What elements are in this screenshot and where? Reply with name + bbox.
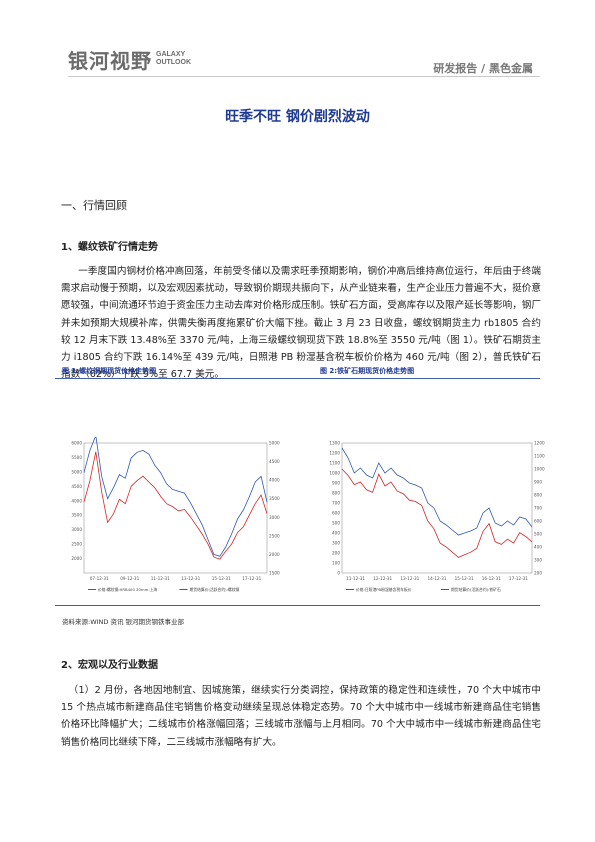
x-tick-label: 16-12-31 [482, 576, 501, 581]
y-right-tick-label: 700 [534, 506, 542, 511]
y-right-tick-label: 400 [534, 545, 542, 550]
y-left-tick-label: 200 [332, 551, 340, 556]
x-tick-label: 14-12-31 [427, 576, 446, 581]
y-left-tick-label: 400 [332, 531, 340, 536]
logo-text-en-1: GALAXY [156, 51, 186, 58]
report-header: 银河视野 GALAXY OUTLOOK 研发报告 / 黑色金属 [0, 0, 595, 90]
y-left-tick-label: 5500 [71, 455, 82, 460]
y-left-tick-label: 2000 [71, 556, 82, 561]
y-left-tick-label: 5000 [71, 469, 82, 474]
x-tick-label: 12-12-31 [373, 576, 392, 581]
y-left-tick-label: 800 [332, 491, 340, 496]
x-tick-label: 11-12-31 [151, 576, 170, 581]
y-left-tick-label: 2500 [71, 542, 82, 547]
series-line-0 [341, 447, 533, 536]
x-tick-label: 09-12-31 [120, 576, 139, 581]
series-line-1 [83, 437, 268, 557]
y-left-tick-label: 6000 [71, 441, 82, 446]
report-title: 旺季不旺 钢价剧烈波动 [225, 109, 370, 125]
header-divider [68, 76, 540, 77]
y-right-tick-label: 200 [534, 571, 542, 576]
y-left-tick-label: 1300 [329, 441, 340, 446]
report-type: 研发报告 / 黑色金属 [433, 62, 533, 75]
x-tick-label: 17-12-31 [509, 576, 528, 581]
legend-label-0: 价格:螺纹钢:HRB400 20mm:上海 [98, 587, 157, 592]
x-tick-label: 13-12-31 [400, 576, 419, 581]
x-tick-label: 11-12-31 [346, 576, 365, 581]
logo-text-cn: 银河视野 [68, 48, 152, 73]
y-right-tick-label: 900 [534, 480, 542, 485]
y-right-tick-label: 2500 [269, 533, 280, 538]
y-left-tick-label: 3500 [71, 513, 82, 518]
y-right-tick-label: 4000 [269, 478, 280, 483]
y-right-tick-label: 5000 [269, 441, 280, 446]
y-right-tick-label: 1100 [534, 454, 545, 459]
y-left-tick-label: 1100 [329, 461, 340, 466]
rebar-chart-svg: 2000 2500 3000 3500 4000 4500 5000 5500 6000 1500… [71, 437, 280, 592]
figure1-caption: 图 1:螺纹钢期现货价格走势图 [62, 367, 157, 375]
section2-paragraph: （1）2 月份，各地因地制宜、因城施策，继续实行分类调控，保持政策的稳定性和连续… [61, 685, 541, 748]
y-right-tick-label: 3500 [269, 496, 280, 501]
series-line-1 [341, 468, 533, 558]
figure-top-rule [55, 378, 540, 379]
y-left-tick-label: 100 [332, 561, 340, 566]
section1-paragraph: 一季度国内钢材价格冲高回落，年前受冬储以及需求旺季预期影响，钢价冲高后维持高位运… [61, 266, 541, 381]
y-right-tick-label: 1000 [534, 467, 545, 472]
y-left-tick-label: 900 [332, 481, 340, 486]
y-left-tick-label: 4000 [71, 498, 82, 503]
iron-ore-price-chart: 0 100 200 300 400 500 600 700 800 900 1000 1100 1200… [320, 437, 552, 597]
y-right-tick-label: 1200 [534, 441, 545, 446]
logo-text-en: GALAXY OUTLOOK [156, 51, 191, 67]
y-left-tick-label: 4500 [71, 484, 82, 489]
x-tick-label: 15-12-31 [212, 576, 231, 581]
series-line-0 [83, 451, 268, 560]
y-right-tick-label: 3000 [269, 515, 280, 520]
y-left-tick-label: 500 [332, 521, 340, 526]
y-right-tick-label: 500 [534, 532, 542, 537]
logo-text-en-2: OUTLOOK [156, 59, 191, 66]
section2-heading: 2、宏观以及行业数据 [61, 660, 158, 671]
legend-label-1: 期货结算价(活跃合约):铁矿石 [451, 587, 501, 592]
x-tick-label: 15-12-31 [455, 576, 474, 581]
section1-subheading: 1、螺纹铁矿行情走势 [61, 242, 158, 253]
plot-frame [83, 442, 268, 574]
y-left-tick-label: 1200 [329, 451, 340, 456]
y-left-tick-label: 3000 [71, 527, 82, 532]
figure-bottom-rule [55, 605, 540, 606]
y-left-tick-label: 0 [337, 571, 340, 576]
rebar-price-chart: 2000 2500 3000 3500 4000 4500 5000 5500 6000 1500… [62, 437, 287, 597]
y-right-tick-label: 2000 [269, 552, 280, 557]
y-right-tick-label: 300 [534, 558, 542, 563]
y-right-tick-label: 1500 [269, 571, 280, 576]
y-right-tick-label: 600 [534, 519, 542, 524]
y-left-tick-label: 600 [332, 511, 340, 516]
x-tick-label: 07-12-31 [90, 576, 109, 581]
y-right-tick-label: 4500 [269, 459, 280, 464]
y-right-tick-label: 800 [534, 493, 542, 498]
legend-label-0: 价格:日照港PB粉湿基含税车板价 [356, 587, 412, 592]
iron-ore-chart-svg: 0 100 200 300 400 500 600 700 800 900 1000 1100 1200… [329, 441, 545, 593]
x-tick-label: 17-12-31 [242, 576, 261, 581]
section1-heading: 一、行情回顾 [61, 199, 127, 212]
x-tick-label: 13-12-31 [181, 576, 200, 581]
y-left-tick-label: 700 [332, 501, 340, 506]
legend-label-1: 期货结算价(活跃合约):螺纹钢 [190, 587, 240, 592]
y-left-tick-label: 1000 [329, 471, 340, 476]
galaxy-outlook-logo: 银河视野 GALAXY OUTLOOK [68, 46, 191, 73]
figure-source: 资料来源:WIND 资讯 银河期货钢铁事业部 [62, 618, 185, 626]
y-left-tick-label: 300 [332, 541, 340, 546]
plot-frame [341, 442, 533, 574]
figure2-caption: 图 2:铁矿石期现货价格走势图 [320, 367, 415, 375]
